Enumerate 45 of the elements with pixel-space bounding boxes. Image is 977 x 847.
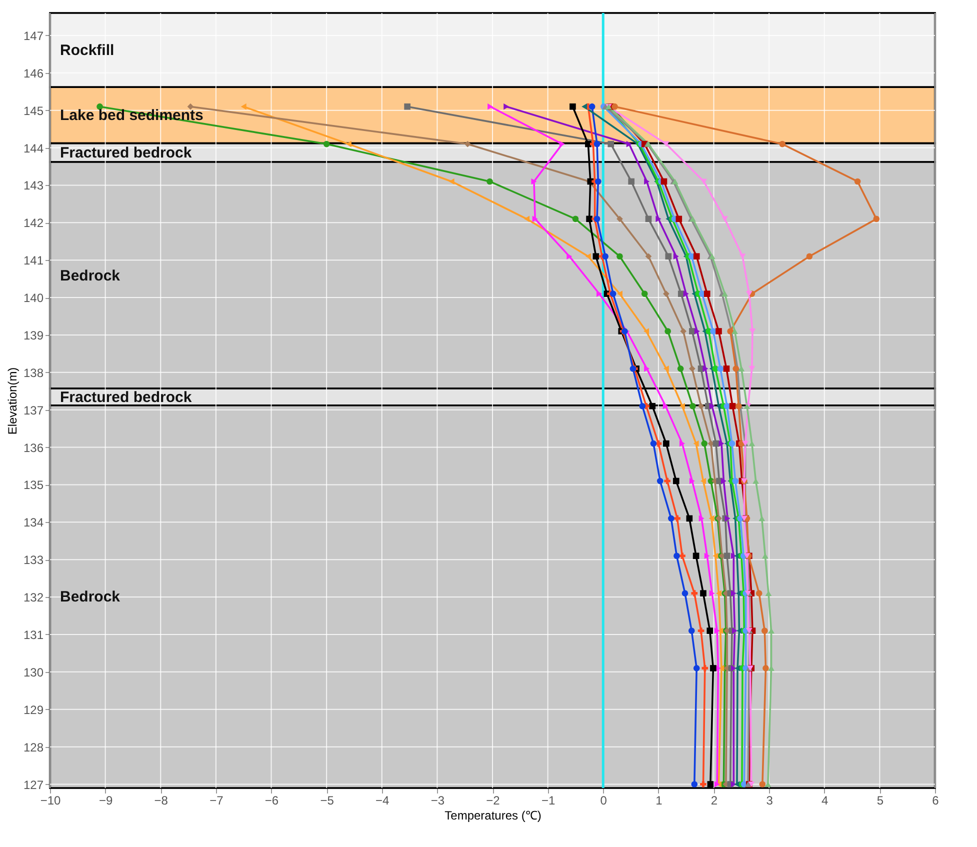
band-label: Rockfill [60,42,114,60]
x-tick-label: −7 [210,794,224,808]
y-tick-label: 135 [23,478,44,492]
y-tick-label: 140 [23,291,44,306]
band-label: Fractured bedrock [60,144,192,162]
y-tick-label: 129 [23,702,44,717]
y-tick-label: 142 [23,216,44,230]
y-tick-label: 146 [23,66,44,80]
band-label: Fractured bedrock [60,388,192,406]
y-tick-label: 136 [23,440,44,455]
x-tick-label: 2 [710,794,718,808]
y-tick-label: 137 [23,403,44,418]
y-axis-title: Elevation(m) [5,367,20,435]
x-tick-label: −3 [430,794,445,808]
x-tick-label: 3 [766,794,774,808]
x-tick-label: 5 [876,794,884,808]
y-tick-label: 130 [23,665,44,680]
x-tick-label: −1 [541,794,556,808]
band-label: Bedrock [60,267,121,284]
y-tick-label: 128 [23,740,44,754]
y-tick-label: 134 [23,516,44,530]
x-tick-label: 6 [932,794,940,808]
x-tick-label: 1 [656,794,663,808]
y-tick-label: 131 [23,628,44,642]
x-tick-label: −5 [320,794,334,808]
x-axis-title: Temperatures (℃) [444,808,542,822]
y-tick-label: 143 [23,178,44,193]
x-tick-label: −4 [376,794,390,808]
x-tick-label: −10 [40,794,61,808]
x-tick-label: −8 [154,794,168,808]
band-label: Bedrock [60,588,121,606]
x-tick-label: −6 [264,794,279,808]
y-tick-label: 132 [23,590,44,605]
y-tick-label: 144 [23,141,44,156]
x-tick-label: 4 [822,794,829,808]
y-tick-label: 138 [23,366,44,380]
x-tick-label: −2 [486,794,500,808]
y-tick-label: 139 [23,328,44,342]
y-tick-label: 141 [23,254,44,268]
y-tick-label: 147 [23,28,44,43]
x-tick-label: −9 [98,794,113,808]
x-tick-label: 0 [600,794,608,808]
y-tick-label: 133 [23,553,44,568]
y-tick-label: 127 [23,778,44,792]
y-tick-label: 145 [23,104,44,118]
